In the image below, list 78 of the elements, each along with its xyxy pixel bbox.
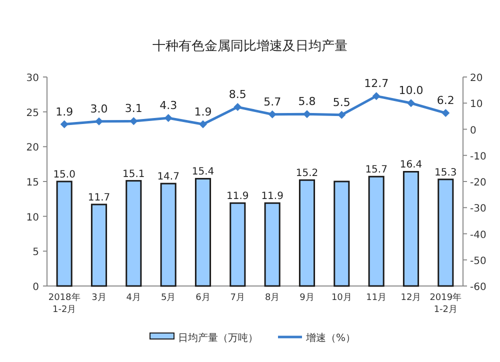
x-tick-label: 2019年 1-2月 xyxy=(430,292,462,315)
data-label: 4.3 xyxy=(160,99,178,112)
point xyxy=(268,110,276,118)
chart-title: 十种有色金属同比增速及日均产量 xyxy=(152,39,348,54)
legend-label: 日均产量（万吨） xyxy=(178,332,258,344)
data-label: 3.1 xyxy=(124,102,142,116)
y2-tick-label: 10 xyxy=(470,99,483,110)
y-tick-label: 25 xyxy=(26,108,39,119)
legend-label: 增速（%） xyxy=(305,332,356,344)
bar xyxy=(368,176,384,287)
y2-tick-label: -50 xyxy=(470,256,486,267)
x-tick-label: 12月 xyxy=(400,293,422,303)
data-label: 15.7 xyxy=(365,164,388,176)
x-tick-label: 5月 xyxy=(160,293,176,303)
data-label: 5.5 xyxy=(332,96,350,109)
data-label: 1.9 xyxy=(56,105,74,118)
bar xyxy=(230,202,246,287)
data-label: 15.1 xyxy=(122,168,145,180)
x-tick-label: 2018年 1-2月 xyxy=(48,292,80,315)
point xyxy=(338,110,346,119)
x-tick-label: 10月 xyxy=(331,293,352,303)
bar xyxy=(160,182,176,287)
data-label: 1.9 xyxy=(194,105,212,118)
y2-tick-label: -20 xyxy=(470,178,486,188)
bar xyxy=(90,204,108,287)
y-tick-label: 15 xyxy=(26,178,39,188)
y2-tick-label: -30 xyxy=(470,204,486,215)
x-tick-label: 4月 xyxy=(126,293,142,303)
data-label: 15.4 xyxy=(192,166,214,178)
data-label: 3.0 xyxy=(90,102,108,116)
bar xyxy=(126,180,142,287)
x-tick-label: 3月 xyxy=(92,293,106,303)
data-label: 15.0 xyxy=(53,170,76,180)
point xyxy=(372,92,380,100)
point xyxy=(442,109,450,118)
point xyxy=(234,103,242,112)
y-tick-label: 30 xyxy=(26,73,39,84)
bar xyxy=(194,178,212,287)
point xyxy=(130,117,138,126)
data-label: 15.3 xyxy=(434,167,457,178)
bar xyxy=(402,170,420,287)
data-label: 11.9 xyxy=(226,191,249,202)
data-label: 8.5 xyxy=(228,88,246,102)
y2-tick-label: 0 xyxy=(470,125,476,136)
bar xyxy=(264,202,280,287)
point xyxy=(407,99,415,108)
bar xyxy=(438,178,454,287)
y-tick-label: 10 xyxy=(26,212,39,224)
bar xyxy=(298,179,316,287)
data-label: 15.2 xyxy=(296,168,318,180)
data-label: 10.0 xyxy=(398,84,424,98)
x-tick-label: 7月 xyxy=(230,293,246,303)
y-tick-label: 5 xyxy=(32,247,39,258)
data-label: 11.9 xyxy=(261,191,284,202)
x-tick-label: 8月 xyxy=(264,293,280,303)
point xyxy=(164,114,172,122)
point xyxy=(60,120,68,128)
data-label: 5.7 xyxy=(264,95,282,108)
bar xyxy=(334,180,350,287)
y2-tick-label: -40 xyxy=(470,230,486,241)
y2-tick-label: -10 xyxy=(470,151,486,162)
point xyxy=(95,117,103,126)
x-tick-label: 11月 xyxy=(366,293,387,303)
point xyxy=(199,120,207,128)
x-tick-label: 9月 xyxy=(300,293,314,303)
y2-tick-label: 20 xyxy=(470,73,483,84)
data-label: 6.2 xyxy=(436,94,454,108)
y2-tick-label: -60 xyxy=(470,282,486,293)
y-tick-label: 0 xyxy=(32,282,39,293)
data-label: 5.8 xyxy=(298,95,316,108)
data-label: 11.7 xyxy=(88,192,110,204)
point xyxy=(303,110,311,118)
data-label: 16.4 xyxy=(400,160,422,171)
bar xyxy=(56,180,72,287)
x-tick-label: 6月 xyxy=(196,293,210,303)
y-tick-label: 20 xyxy=(26,142,39,154)
data-label: 14.7 xyxy=(157,172,180,183)
data-label: 12.7 xyxy=(364,77,389,90)
